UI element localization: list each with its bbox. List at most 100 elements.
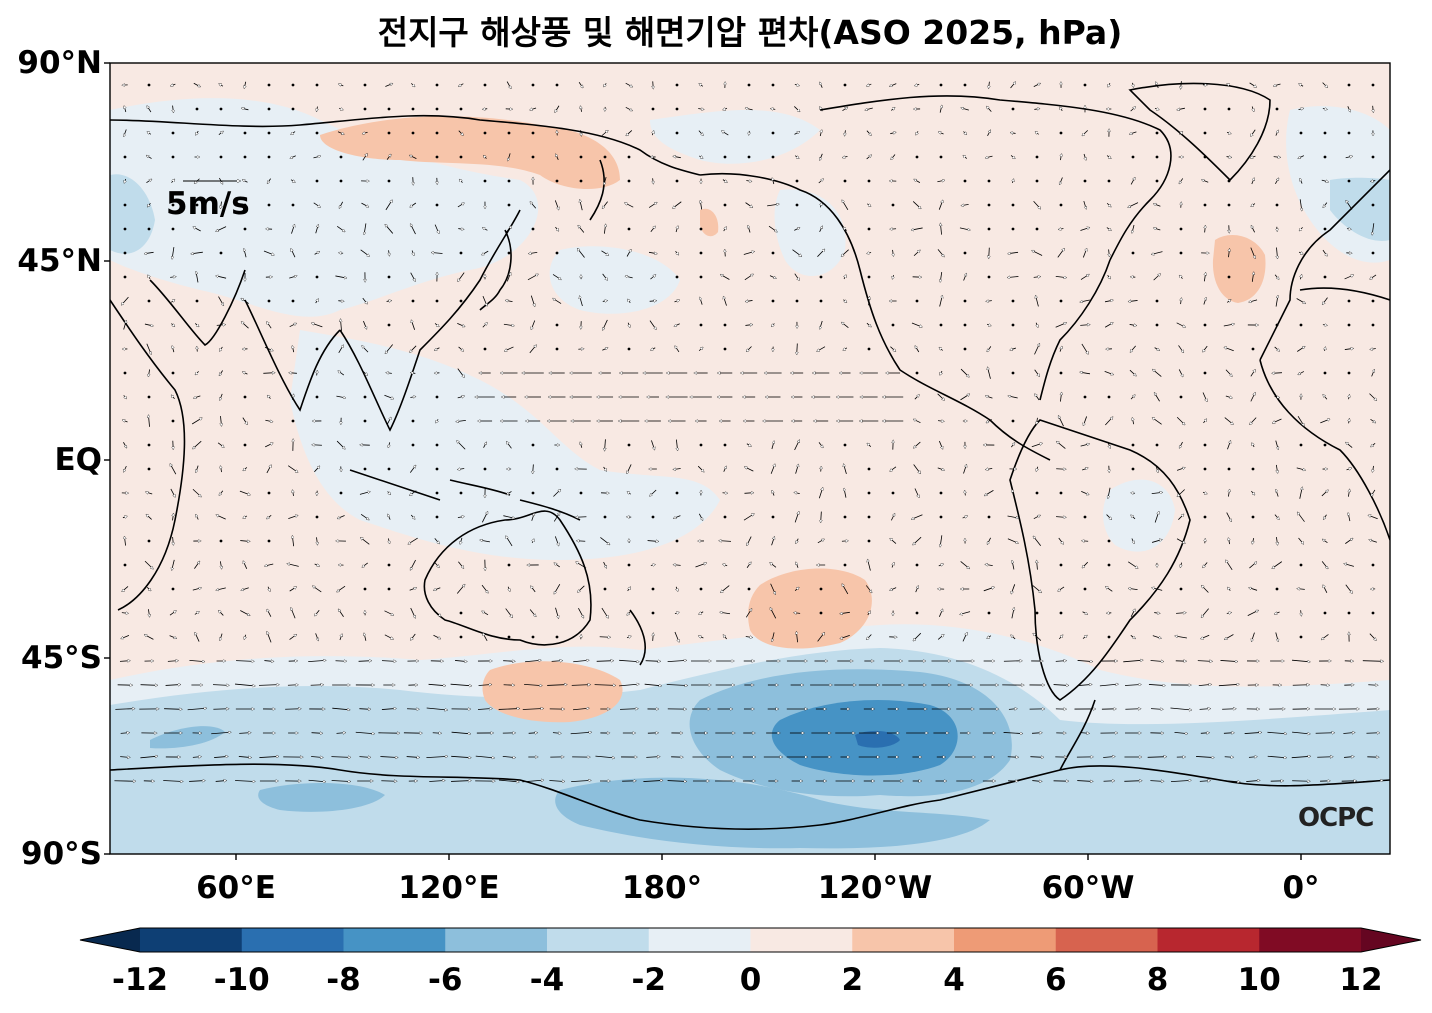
wind-vector [1348,513,1351,522]
wind-vector [172,559,175,570]
wind-vector [625,106,632,110]
wind-vector [673,156,681,157]
wind-vector [385,225,394,234]
wind-vector [673,565,681,566]
wind-vector [913,536,922,545]
wind-vector [890,514,894,521]
wind-vector [841,541,848,542]
wind-vector [435,107,439,111]
wind-vector [1059,203,1063,207]
wind-vector [986,396,993,399]
wind-vector [963,465,967,474]
wind-vector [1204,273,1205,282]
wind-vector [359,492,370,495]
wind-vector [1181,81,1182,89]
wind-vector [1201,634,1210,639]
wind-vector [1224,347,1234,352]
wind-vector [653,81,654,88]
wind-vector [434,323,439,326]
wind-vector [242,417,247,425]
wind-vector [459,491,463,495]
wind-vector [911,322,922,327]
wind-vector [937,635,944,640]
wind-vector [699,611,704,615]
wind-vector [1251,490,1254,495]
wind-vector [1275,295,1278,307]
wind-vector [483,131,487,135]
wind-vector [531,155,535,159]
wind-vector [314,466,319,473]
wind-vector [960,394,969,401]
wind-vector [627,587,631,592]
wind-vector [940,370,942,375]
wind-vector [315,515,319,519]
wind-vector [313,202,321,207]
wind-vector [603,515,607,519]
wind-vector [1199,781,1210,782]
wind-vector [1276,489,1279,497]
wind-vector [387,131,391,135]
wind-vector [193,82,200,86]
wind-vector [913,464,921,473]
wind-vector [1155,323,1159,327]
wind-vector [1155,443,1159,447]
wind-vector [451,755,471,757]
wind-vector [1057,249,1064,258]
wind-vector [648,252,657,253]
wind-vector [651,347,656,350]
wind-vector [1055,661,1066,662]
wind-vector [267,491,271,495]
wind-vector [337,585,346,592]
wind-vector [1298,537,1304,544]
wind-vector [478,685,492,686]
wind-vector [626,250,631,257]
wind-vector [619,660,639,661]
wind-vector [1274,514,1279,520]
wind-vector [1176,538,1185,544]
wind-vector [938,200,943,210]
wind-vector [1154,393,1160,402]
wind-vector [1267,731,1286,733]
wind-vector [458,346,464,351]
wind-vector [507,491,512,494]
wind-vector [749,130,750,135]
wind-vector [699,84,704,87]
wind-vector [987,611,991,615]
wind-vector [386,373,392,374]
wind-vector [675,491,679,495]
wind-vector [1203,515,1207,519]
wind-vector [1057,441,1066,449]
wind-vector [1299,84,1304,87]
wind-vector [554,584,561,594]
wind-vector [650,489,657,496]
wind-vector [1300,178,1303,184]
wind-vector [603,155,607,159]
wind-vector [1035,611,1039,615]
wind-vector [1152,588,1163,591]
wind-vector [435,443,439,447]
wind-vector [170,277,176,278]
wind-vector [1034,344,1039,355]
wind-vector [363,320,366,329]
wind-vector [189,660,204,661]
wind-vector [1299,635,1303,639]
wind-vector [170,488,175,497]
wind-vector [1298,371,1305,374]
wind-vector [507,635,511,639]
wind-vector [265,420,272,422]
wind-vector [554,536,558,545]
wind-vector [722,179,727,183]
wind-vector [1011,203,1015,207]
wind-vector [1347,106,1350,111]
wind-vector [961,204,969,205]
wind-vector [1082,468,1088,471]
wind-vector [238,756,251,757]
wind-vector [722,493,728,494]
wind-vector [959,227,970,230]
colorbar-tick-label: -4 [529,962,565,998]
wind-vector [311,733,323,734]
wind-vector [1107,275,1111,278]
colorbar-tick-label: 0 [739,962,762,998]
wind-vector [338,301,343,302]
